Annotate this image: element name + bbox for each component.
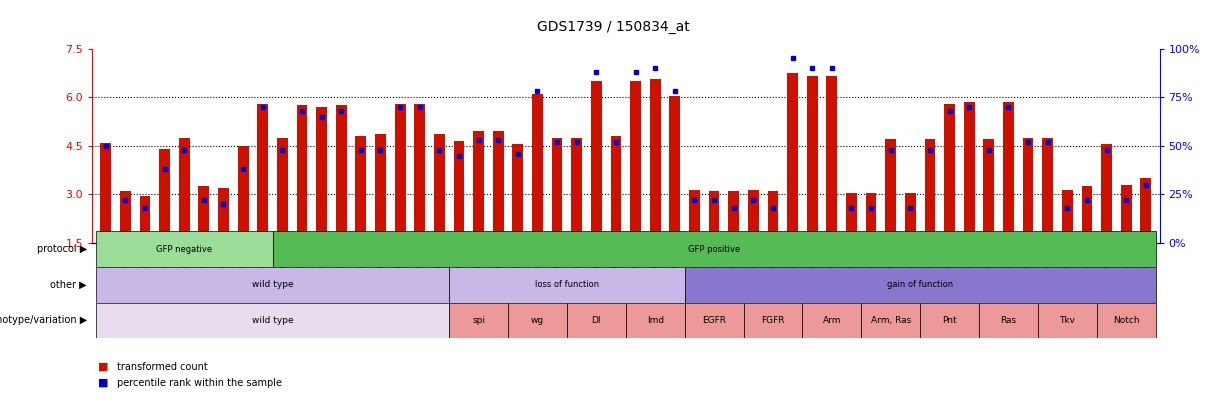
Bar <box>1061 190 1072 243</box>
Bar <box>768 191 778 243</box>
Bar <box>434 134 444 243</box>
Bar <box>317 107 328 243</box>
Bar <box>802 303 861 338</box>
Bar <box>650 79 660 243</box>
Bar <box>493 131 503 243</box>
Text: spi: spi <box>472 316 485 325</box>
Bar <box>744 303 802 338</box>
Text: Dl: Dl <box>591 316 601 325</box>
Bar <box>924 139 935 243</box>
Text: other ▶: other ▶ <box>50 280 87 290</box>
Bar <box>258 104 269 243</box>
Text: FGFR: FGFR <box>761 316 785 325</box>
Bar <box>611 136 621 243</box>
Bar <box>690 190 699 243</box>
Bar <box>96 267 449 303</box>
Text: Tkv: Tkv <box>1059 316 1075 325</box>
Bar <box>847 193 856 243</box>
Bar <box>199 186 210 243</box>
Bar <box>979 303 1038 338</box>
Text: ■: ■ <box>98 378 109 388</box>
Bar <box>272 231 1156 267</box>
Bar <box>748 190 758 243</box>
Bar <box>336 105 347 243</box>
Bar <box>1120 185 1131 243</box>
Text: GFP positive: GFP positive <box>688 245 740 254</box>
Bar <box>567 303 626 338</box>
Bar <box>685 267 1156 303</box>
Text: wg: wg <box>531 316 544 325</box>
Text: EGFR: EGFR <box>702 316 726 325</box>
Bar <box>1101 144 1112 243</box>
Bar <box>120 191 131 243</box>
Bar <box>963 102 974 243</box>
Text: Arm: Arm <box>822 316 840 325</box>
Bar <box>1140 178 1151 243</box>
Bar <box>1002 102 1014 243</box>
Bar <box>920 303 979 338</box>
Text: Imd: Imd <box>647 316 664 325</box>
Bar <box>415 104 425 243</box>
Bar <box>238 146 249 243</box>
Text: GFP negative: GFP negative <box>156 245 212 254</box>
Bar <box>297 105 308 243</box>
Text: GDS1739 / 150834_at: GDS1739 / 150834_at <box>537 20 690 34</box>
Bar <box>449 267 685 303</box>
Bar <box>513 144 523 243</box>
Bar <box>807 76 817 243</box>
Text: genotype/variation ▶: genotype/variation ▶ <box>0 315 87 325</box>
Bar <box>449 303 508 338</box>
Text: wild type: wild type <box>252 280 293 289</box>
Bar <box>395 104 405 243</box>
Text: ■: ■ <box>98 362 109 371</box>
Bar <box>631 81 640 243</box>
Bar <box>454 141 464 243</box>
Bar <box>1022 138 1033 243</box>
Bar <box>533 94 542 243</box>
Bar <box>1042 138 1053 243</box>
Bar <box>626 303 685 338</box>
Bar <box>685 303 744 338</box>
Bar <box>1038 303 1097 338</box>
Bar <box>277 138 288 243</box>
Bar <box>1097 303 1156 338</box>
Bar <box>827 76 837 243</box>
Bar <box>866 193 876 243</box>
Bar <box>572 138 582 243</box>
Text: loss of function: loss of function <box>535 280 599 289</box>
Text: wild type: wild type <box>252 316 293 325</box>
Bar <box>983 139 994 243</box>
Bar <box>944 104 955 243</box>
Bar <box>1081 186 1092 243</box>
Bar <box>474 131 483 243</box>
Bar <box>101 143 112 243</box>
Bar <box>96 303 449 338</box>
Bar <box>508 303 567 338</box>
Bar <box>140 196 151 243</box>
Bar <box>552 138 562 243</box>
Text: Pnt: Pnt <box>942 316 957 325</box>
Bar <box>160 149 171 243</box>
Text: Arm, Ras: Arm, Ras <box>870 316 910 325</box>
Text: Ras: Ras <box>1000 316 1016 325</box>
Bar <box>591 81 601 243</box>
Bar <box>861 303 920 338</box>
Text: protocol ▶: protocol ▶ <box>37 244 87 254</box>
Bar <box>904 193 915 243</box>
Text: gain of function: gain of function <box>887 280 953 289</box>
Bar <box>788 73 798 243</box>
Bar <box>709 191 719 243</box>
Bar <box>375 134 385 243</box>
Text: Notch: Notch <box>1113 316 1140 325</box>
Text: transformed count: transformed count <box>117 362 207 371</box>
Bar <box>356 136 366 243</box>
Bar <box>179 138 190 243</box>
Bar <box>218 188 229 243</box>
Bar <box>729 191 739 243</box>
Bar <box>886 139 896 243</box>
Bar <box>96 231 272 267</box>
Text: percentile rank within the sample: percentile rank within the sample <box>117 378 281 388</box>
Bar <box>670 96 680 243</box>
